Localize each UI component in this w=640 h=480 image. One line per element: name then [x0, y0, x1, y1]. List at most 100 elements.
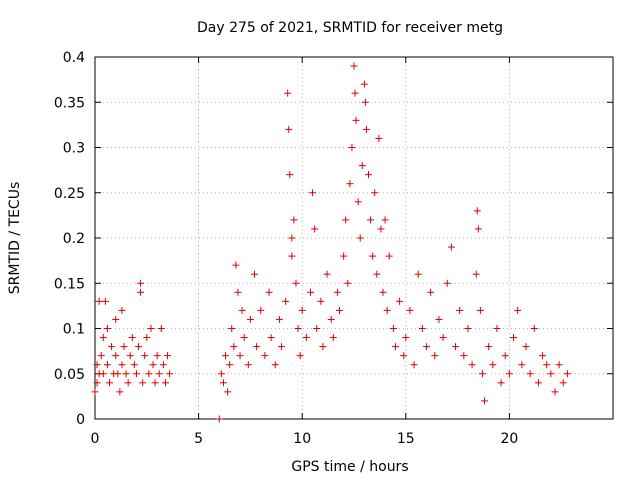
data-point — [543, 361, 551, 369]
data-point — [118, 361, 126, 369]
data-point — [383, 306, 391, 314]
data-point — [555, 361, 563, 369]
data-point — [418, 325, 426, 332]
data-point — [232, 261, 240, 269]
data-point — [261, 352, 269, 360]
data-point — [348, 144, 356, 151]
data-point — [114, 370, 122, 378]
data-point — [137, 279, 145, 287]
data-point — [282, 297, 290, 305]
data-point — [452, 343, 460, 351]
data-point — [253, 343, 261, 351]
data-point — [427, 288, 435, 296]
data-point — [118, 306, 126, 314]
data-point — [493, 325, 501, 332]
x-axis-label: GPS time / hours — [291, 459, 408, 475]
x-tick-label: 0 — [91, 431, 100, 447]
data-point — [473, 207, 481, 215]
data-point — [103, 361, 111, 369]
data-point — [238, 306, 246, 314]
data-point — [559, 379, 567, 387]
data-point — [155, 370, 163, 378]
labels-layer: 0 5 10 15 20 0 0.05 0.1 0.15 0.2 0.25 0.3 0.35 0.4 — [54, 50, 518, 447]
data-point — [226, 361, 234, 369]
data-point — [447, 243, 455, 251]
data-point — [126, 352, 134, 360]
data-point — [367, 216, 375, 224]
data-point — [240, 334, 248, 342]
data-point — [439, 334, 447, 342]
data-point — [389, 325, 397, 332]
data-point — [284, 89, 292, 97]
data-point — [478, 370, 486, 378]
data-point — [265, 288, 273, 296]
data-point — [234, 288, 242, 296]
data-point — [124, 379, 132, 387]
data-point — [443, 279, 451, 287]
data-point — [319, 343, 327, 351]
data-point — [151, 379, 159, 387]
data-point — [346, 180, 354, 188]
data-point — [288, 234, 296, 242]
data-point — [410, 361, 418, 369]
data-point — [288, 252, 296, 260]
data-point — [351, 89, 359, 97]
data-point — [103, 325, 111, 332]
data-point — [143, 334, 151, 342]
data-point — [497, 379, 505, 387]
data-point — [340, 252, 348, 260]
data-point — [476, 306, 484, 314]
data-point — [153, 352, 161, 360]
data-point — [371, 189, 379, 197]
y-tick-label: 0.05 — [54, 367, 85, 383]
data-point — [354, 198, 362, 206]
data-point — [391, 343, 399, 351]
data-point — [215, 415, 223, 423]
y-axis-label: SRMTID / TECUs — [7, 182, 23, 295]
data-point — [402, 334, 410, 342]
data-point — [510, 334, 518, 342]
data-point — [329, 334, 337, 342]
data-point — [257, 306, 265, 314]
data-point — [311, 225, 319, 233]
data-point — [217, 370, 225, 378]
data-point — [373, 270, 381, 278]
x-tick-label: 15 — [397, 431, 415, 447]
data-point — [149, 361, 157, 369]
data-point — [296, 352, 304, 360]
data-point — [306, 288, 314, 296]
data-point — [285, 125, 293, 133]
data-point — [456, 306, 464, 314]
data-point — [362, 125, 370, 133]
data-point — [369, 252, 377, 260]
data-point — [161, 379, 169, 387]
data-point — [381, 216, 389, 224]
data-point — [423, 343, 431, 351]
data-point — [474, 225, 482, 233]
data-point — [164, 352, 172, 360]
data-point — [468, 361, 476, 369]
data-point — [294, 325, 302, 332]
data-point — [141, 352, 149, 360]
data-point — [551, 388, 559, 396]
data-point — [99, 370, 107, 378]
data-point — [93, 361, 101, 369]
data-point — [271, 361, 279, 369]
y-tick-label: 0.1 — [63, 322, 85, 338]
data-point — [159, 361, 167, 369]
y-tick-label: 0.15 — [54, 276, 85, 292]
data-point — [356, 234, 364, 242]
data-point — [431, 352, 439, 360]
data-point — [481, 397, 489, 405]
data-point — [236, 352, 244, 360]
data-point — [375, 134, 383, 142]
data-point — [377, 225, 385, 233]
data-point — [406, 306, 414, 314]
data-point — [414, 270, 422, 278]
data-point — [365, 171, 373, 179]
data-point — [97, 352, 105, 360]
data-point — [344, 279, 352, 287]
data-point — [514, 306, 522, 314]
data-point — [228, 325, 236, 332]
